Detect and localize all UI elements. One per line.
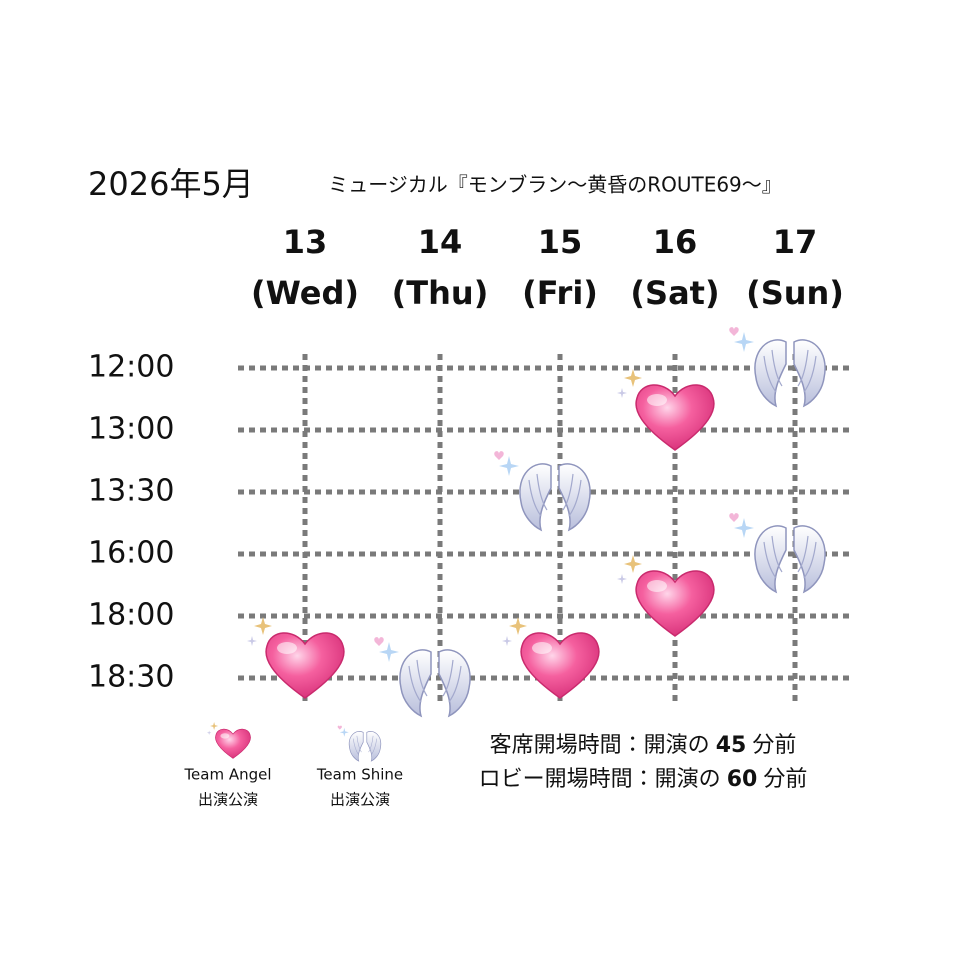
performance-icon: [728, 326, 826, 407]
performance-icon: [246, 616, 345, 699]
note-minutes: 60: [727, 767, 758, 792]
note-minutes: 45: [716, 733, 747, 758]
legend-team: Team Angel: [183, 766, 271, 784]
time-label: 16:00: [88, 536, 174, 571]
time-label: 13:30: [88, 474, 174, 509]
day-date: 14: [418, 223, 463, 261]
performance-icon: [373, 636, 471, 717]
day-weekday: (Fri): [522, 274, 598, 312]
legend-icon: [337, 725, 382, 762]
day-weekday: (Sun): [746, 274, 844, 312]
performance-icon: [501, 616, 600, 699]
month-title: 2026年5月: [88, 165, 254, 203]
performance-icon: [616, 368, 715, 451]
performance-icon: [616, 554, 715, 637]
show-title: ミュージカル『モンブラン～黄昏のROUTE69～』: [328, 173, 782, 197]
time-label: 12:00: [88, 350, 174, 385]
day-weekday: (Sat): [630, 274, 719, 312]
note-label: 客席開場時間：開演の: [490, 733, 710, 758]
day-date: 13: [283, 223, 328, 261]
legend-icon: [206, 721, 251, 759]
performance-icon: [728, 512, 826, 593]
note-label: ロビー開場時間：開演の: [479, 767, 721, 792]
legend-note: 出演公演: [330, 791, 390, 809]
day-date: 17: [773, 223, 818, 261]
day-weekday: (Wed): [251, 274, 359, 312]
opening-note: 客席開場時間：開演の 45 分前: [490, 733, 797, 758]
legend-team: Team Shine: [316, 766, 403, 784]
note-unit: 分前: [763, 767, 807, 792]
day-date: 15: [538, 223, 583, 261]
legend-note: 出演公演: [198, 791, 258, 809]
day-weekday: (Thu): [392, 274, 489, 312]
day-date: 16: [653, 223, 698, 261]
time-label: 18:30: [88, 660, 174, 695]
opening-note: ロビー開場時間：開演の 60 分前: [479, 767, 808, 792]
note-unit: 分前: [752, 733, 796, 758]
time-label: 18:00: [88, 598, 174, 633]
time-label: 13:00: [88, 412, 174, 447]
performance-icon: [493, 450, 591, 531]
